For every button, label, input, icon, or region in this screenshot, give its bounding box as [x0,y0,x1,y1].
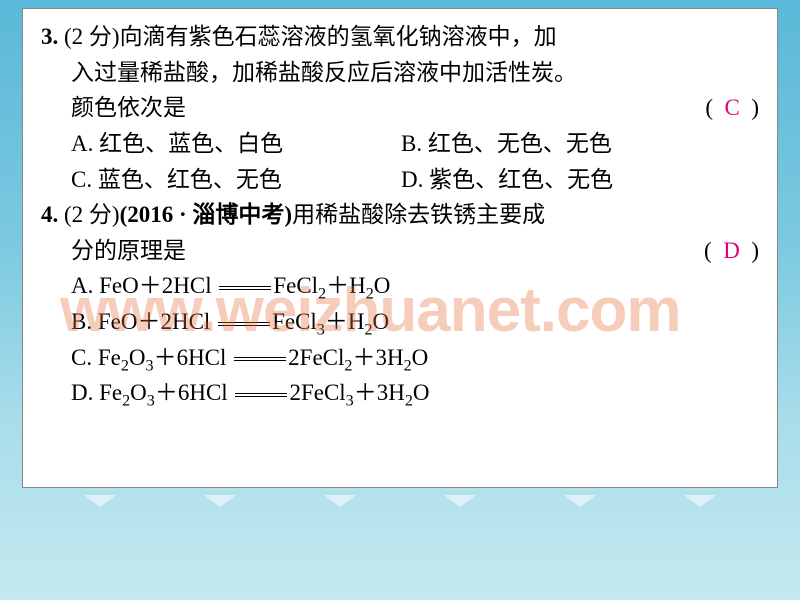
optB-lhs1: FeO [98,309,138,334]
q3-stem3: 颜色依次是 [71,95,186,120]
q3-stem1: 向滴有紫色石蕊溶液的氢氧化钠溶液中，加 [120,24,557,49]
sub: 3 [346,393,354,410]
q3-points: (2 分) [64,24,120,49]
q3-options-row1: A. 红色、蓝色、白色 B. 红色、无色、无色 [41,126,759,162]
triangle-decor [324,495,356,507]
plus: ＋ [154,345,177,370]
optA-rhs1: FeCl [273,273,318,298]
paren-right: ) [751,238,759,263]
q4-source: (2016 · 淄博中考) [120,202,293,227]
optD-label: D. [71,380,93,405]
optC-lhs2: 6HCl [177,345,227,370]
optD-rhs2: H [388,380,405,405]
q3-options-row2: C. 蓝色、红色、无色 D. 紫色、红色、无色 [41,162,759,198]
q3-optC: C. 蓝色、红色、无色 [71,162,401,198]
O: O [373,309,390,334]
q4-optB: B. FeO＋2HCl FeCl3＋H2O [41,304,759,340]
optC-label: C. [71,345,92,370]
optC-lhs1: Fe [98,345,121,370]
q3-answer-paren: ( C ) [705,90,759,126]
O: O [413,380,430,405]
q4-optD: D. Fe2O3＋6HCl 2FeCl3＋3H2O [41,375,759,411]
optD-lhs1: Fe [99,380,122,405]
coef2: 3 [377,380,389,405]
q3-optB: B. 红色、无色、无色 [401,126,612,162]
optA-rhs2: H [349,273,366,298]
q4-line1: 4. (2 分)(2016 · 淄博中考)用稀盐酸除去铁锈主要成 [41,197,759,233]
optD-rhs1: FeCl [301,380,346,405]
paren-right: ) [751,95,759,120]
optB-lhs2: 2HCl [160,309,210,334]
coef: 2 [289,380,301,405]
q3-optD: D. 紫色、红色、无色 [401,162,613,198]
q3-answer: C [724,95,739,120]
q3-line3: 颜色依次是 ( C ) [41,90,759,126]
optA-label: A. [71,273,93,298]
triangle-decor [564,495,596,507]
sub: 2 [405,393,413,410]
equals-line [235,393,287,397]
plus: ＋ [155,380,178,405]
sub: 2 [122,393,130,410]
sub: 2 [404,357,412,374]
optC-rhs2: H [387,345,404,370]
triangle-decor [444,495,476,507]
decorative-triangles [0,495,800,507]
optA-lhs1: FeO [99,273,139,298]
q4-answer: D [723,238,740,263]
q4-line2: 分的原理是 ( D ) [41,233,759,269]
sub: 3 [317,322,325,339]
q3-line1: 3. (2 分)向滴有紫色石蕊溶液的氢氧化钠溶液中，加 [41,19,759,55]
q3-number: 3. [41,24,58,49]
O: O [412,345,429,370]
optD-lhs2: 6HCl [178,380,228,405]
sub: 2 [366,286,374,303]
q4-answer-paren: ( D ) [704,233,759,269]
q4-points: (2 分) [64,202,120,227]
plus: ＋ [354,380,377,405]
plus: ＋ [352,345,375,370]
paren-left: ( [705,95,713,120]
optA-lhs2: 2HCl [162,273,212,298]
q3-stem2: 入过量稀盐酸，加稀盐酸反应后溶液中加活性炭。 [71,60,577,85]
O: O [374,273,391,298]
optB-rhs1: FeCl [272,309,317,334]
plus: ＋ [326,273,349,298]
plus: ＋ [139,273,162,298]
optB-label: B. [71,309,92,334]
ox: O [130,380,147,405]
optB-rhs2: H [348,309,365,334]
sub: 3 [147,393,155,410]
q4-stem1: 用稀盐酸除去铁锈主要成 [292,202,545,227]
plus: ＋ [325,309,348,334]
ox: O [129,345,146,370]
equals-line [218,322,270,326]
q4-optA: A. FeO＋2HCl FeCl2＋H2O [41,268,759,304]
q4-stem2: 分的原理是 [71,238,186,263]
optC-rhs1: FeCl [300,345,345,370]
plus: ＋ [137,309,160,334]
sub: 2 [364,322,372,339]
sub: 3 [146,357,154,374]
sub: 2 [318,286,326,303]
question-panel: 3. (2 分)向滴有紫色石蕊溶液的氢氧化钠溶液中，加 入过量稀盐酸，加稀盐酸反… [22,8,778,488]
q3-line2: 入过量稀盐酸，加稀盐酸反应后溶液中加活性炭。 [41,55,759,91]
coef: 2 [288,345,300,370]
triangle-decor [684,495,716,507]
triangle-decor [84,495,116,507]
equals-line [219,286,271,290]
equals-line [234,357,286,361]
q4-optC: C. Fe2O3＋6HCl 2FeCl2＋3H2O [41,340,759,376]
sub: 2 [121,357,129,374]
paren-left: ( [704,238,712,263]
q3-optA: A. 红色、蓝色、白色 [71,126,401,162]
triangle-decor [204,495,236,507]
coef2: 3 [375,345,387,370]
q4-number: 4. [41,202,58,227]
